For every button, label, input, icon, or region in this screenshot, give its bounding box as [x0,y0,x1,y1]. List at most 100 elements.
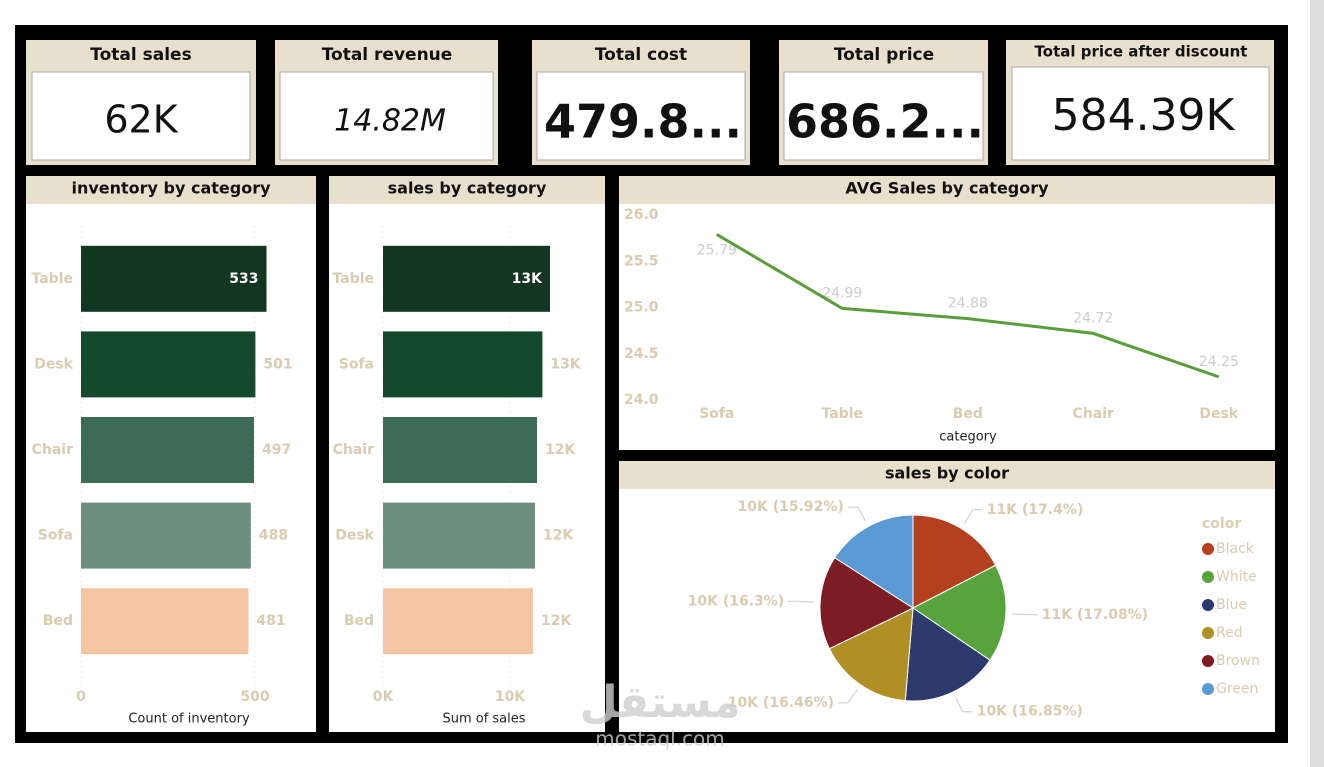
legend-title: color [1202,516,1241,532]
x-tick-label: Bed [953,406,983,422]
leader-line [788,600,815,603]
kpi-title: Total cost [595,45,687,65]
legend-marker [1202,683,1214,695]
data-label: 497 [262,442,291,458]
x-tick-label: 10K [495,689,526,705]
chart-title: inventory by category [71,179,271,198]
legend-marker [1202,599,1214,611]
bar [383,502,536,569]
kpi-card: Total sales 62K [26,40,256,165]
data-label: 481 [256,613,285,629]
pie-slice [819,557,915,650]
data-label: 13K [512,271,543,287]
leader-line [847,506,866,522]
pie-slice [904,607,991,702]
bar [383,588,533,655]
panel-header [26,176,316,204]
y-tick-label: 25.5 [624,253,659,269]
kpi-card: Total cost 479.8... [532,40,750,165]
leader-line [964,509,983,524]
line [715,233,1220,379]
kpi-title: Total price after discount [1035,43,1248,61]
data-label: 25.79 [697,242,737,258]
kpi-title: Total revenue [322,45,453,65]
bar [383,245,551,312]
y-tick-label: 25.0 [624,300,659,316]
y-tick-label: Desk [34,356,73,372]
data-label: 10K (16.3%) [688,593,785,609]
y-tick-label: Sofa [339,356,374,372]
data-label: 12K [541,613,572,629]
bar [81,245,267,312]
data-label: 24.88 [948,296,988,312]
kpi-title: Total price [834,45,934,65]
chart-title: sales by color [885,464,1009,483]
kpi-card: Total revenue 14.82M [275,40,498,165]
x-axis-title: Count of inventory [128,712,250,727]
legend-marker [1202,543,1214,555]
y-tick-label: Sofa [38,528,73,544]
data-label: 10K (16.46%) [728,695,834,711]
y-tick-label: 24.5 [624,346,659,362]
panel-header [619,461,1275,489]
legend-marker [1202,655,1214,667]
y-tick-label: Table [332,271,374,287]
panel [619,176,1275,450]
kpi-value: 479.8... [544,95,742,149]
y-tick-label: Chair [32,442,73,458]
data-label: 11K (17.08%) [1042,607,1148,623]
x-tick-label: Chair [1073,406,1114,422]
bar [81,502,251,569]
legend-marker [1202,627,1214,639]
data-label: 24.72 [1073,310,1113,326]
panel-header [619,176,1275,204]
x-tick-label: 0K [373,689,395,705]
legend-label: Brown [1216,653,1260,669]
leader-line [955,697,973,713]
data-label: 13K [550,356,581,372]
scrollbar[interactable] [1310,0,1324,767]
pie-slice [828,607,914,702]
chart-title: sales by category [388,179,547,198]
data-label: 10K (16.85%) [977,704,1083,720]
chart-title: AVG Sales by category [845,179,1049,198]
y-tick-label: 26.0 [624,207,659,223]
plots: 0 500 Table 533 Desk 501 Chair 497 Sofa 488 Bed 481… [31,207,1259,720]
y-tick-label: Chair [333,442,374,458]
kpi-value: 14.82M [334,104,446,139]
legend-label: White [1216,569,1257,585]
pie-slice [912,514,997,609]
y-tick-label: Bed [344,613,374,629]
x-axis-title: category [939,430,997,445]
pie-slice [834,514,914,609]
y-tick-label: Table [31,271,73,287]
data-label: 501 [263,356,292,372]
legend-marker [1202,571,1214,583]
x-tick-label: 0 [76,689,86,705]
panel-header [329,176,605,204]
bar [81,417,254,483]
x-tick-label: Sofa [699,406,734,422]
x-tick-label: Desk [1199,406,1238,422]
x-tick-label: 500 [240,689,269,705]
data-label: 12K [545,442,576,458]
kpi-value: 584.39K [1052,90,1236,141]
y-tick-label: Bed [43,613,73,629]
data-label: 533 [229,271,258,287]
watermark: مستقل [580,677,741,728]
x-tick-label: Table [821,406,863,422]
x-axis-title: Sum of sales [442,712,525,727]
kpi-card: Total price 686.2... [779,40,988,165]
data-label: 10K (15.92%) [738,499,844,515]
kpi-value: 686.2... [786,95,984,149]
bar [383,417,538,483]
data-label: 488 [259,528,288,544]
data-label: 24.99 [822,285,862,301]
legend-label: Green [1216,681,1258,697]
bar [383,331,543,398]
bar [81,588,249,655]
pie-slice [912,564,1007,661]
legend-label: Black [1216,541,1255,557]
